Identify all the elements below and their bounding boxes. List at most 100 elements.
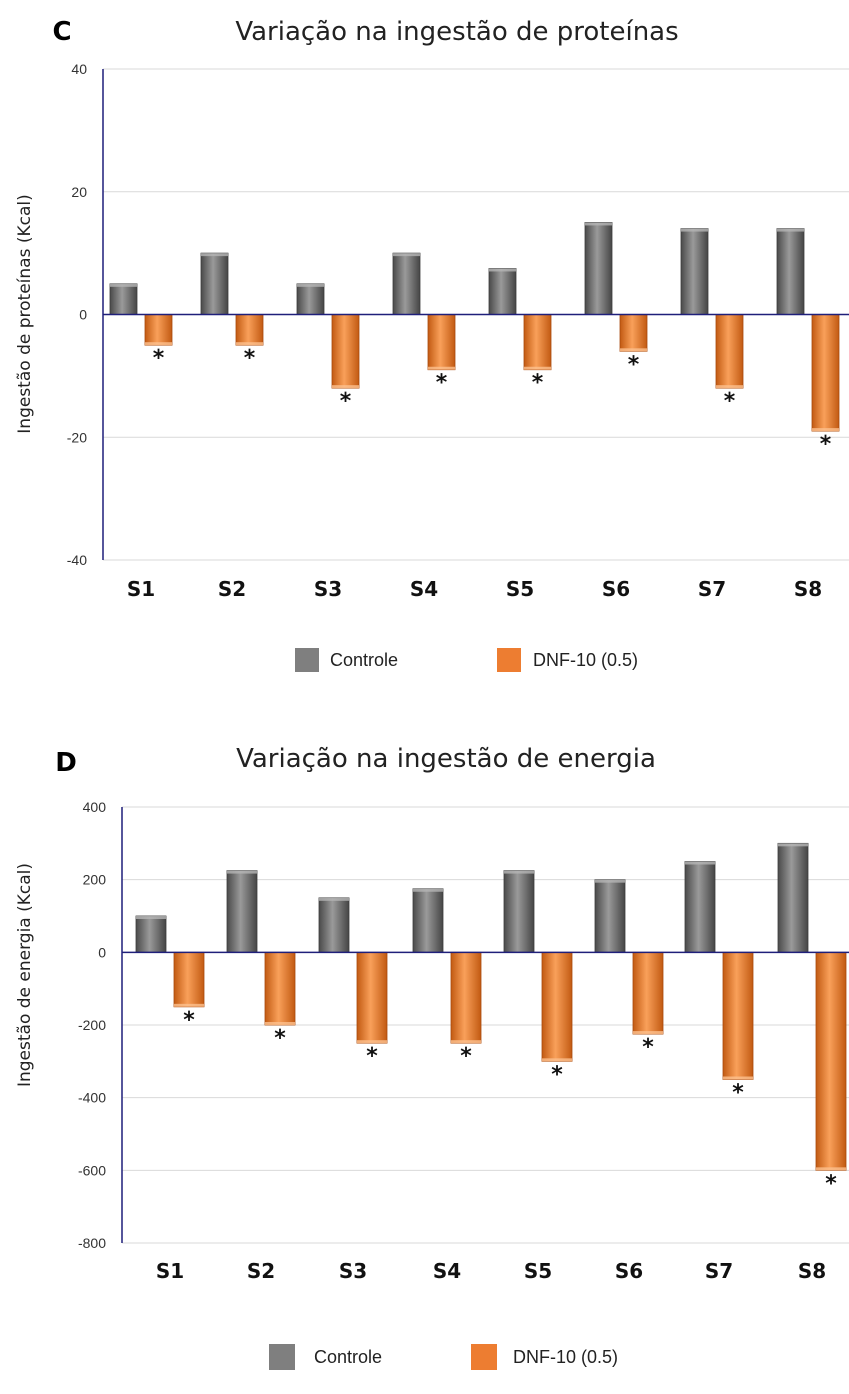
legend-label: DNF-10 (0.5) bbox=[513, 1347, 618, 1367]
bar-cap bbox=[110, 283, 137, 287]
x-tick-label: S6 bbox=[602, 577, 630, 601]
bar-cap bbox=[201, 253, 228, 257]
y-axis-label: Ingestão de proteínas (Kcal) bbox=[15, 194, 35, 433]
x-tick-label: S4 bbox=[433, 1259, 461, 1283]
bar-cap bbox=[716, 385, 743, 389]
x-tick-label: S1 bbox=[127, 577, 155, 601]
significance-marker: * bbox=[436, 371, 448, 396]
significance-marker: * bbox=[460, 1044, 472, 1069]
bar-controle bbox=[135, 915, 167, 953]
bar-cap bbox=[595, 879, 625, 883]
legend-swatch bbox=[269, 1344, 295, 1370]
significance-marker: * bbox=[183, 1008, 195, 1033]
bar-dnf10 bbox=[722, 951, 754, 1080]
significance-marker: * bbox=[532, 371, 544, 396]
bar-dnf10 bbox=[815, 951, 847, 1171]
y-tick-label: 20 bbox=[71, 184, 87, 200]
bar-dnf10 bbox=[450, 951, 482, 1044]
significance-marker: * bbox=[628, 352, 640, 377]
legend-label: DNF-10 (0.5) bbox=[533, 650, 638, 670]
bar-controle bbox=[488, 268, 517, 315]
legend-label: Controle bbox=[330, 650, 398, 670]
bar-controle bbox=[777, 842, 809, 953]
bar-controle bbox=[503, 870, 535, 953]
x-tick-label: S6 bbox=[615, 1259, 643, 1283]
bar-dnf10 bbox=[235, 314, 264, 346]
x-tick-label: S2 bbox=[218, 577, 246, 601]
bar-cap bbox=[357, 1040, 387, 1044]
bar-cap bbox=[236, 342, 263, 346]
bar-cap bbox=[723, 1076, 753, 1080]
bar-cap bbox=[524, 366, 551, 370]
bar-dnf10 bbox=[264, 951, 296, 1026]
bar-cap bbox=[777, 228, 804, 232]
bar-controle bbox=[680, 228, 709, 315]
panel-letter: C bbox=[52, 17, 71, 47]
bar-controle bbox=[226, 870, 258, 953]
bar-controle bbox=[296, 283, 325, 315]
bar-cap bbox=[136, 916, 166, 919]
bar-cap bbox=[332, 385, 359, 389]
bar-dnf10 bbox=[811, 314, 840, 432]
x-tick-label: S8 bbox=[798, 1259, 826, 1283]
bar-cap bbox=[319, 897, 349, 901]
significance-marker: * bbox=[551, 1062, 563, 1087]
y-tick-label: -20 bbox=[67, 429, 87, 445]
y-tick-label: -200 bbox=[78, 1017, 106, 1033]
bar-cap bbox=[585, 222, 612, 226]
y-tick-label: -400 bbox=[78, 1090, 106, 1106]
bar-cap bbox=[542, 1058, 572, 1062]
bar-cap bbox=[489, 268, 516, 272]
bar-dnf10 bbox=[173, 951, 205, 1008]
bar-controle bbox=[200, 252, 229, 315]
bar-cap bbox=[393, 253, 420, 257]
bar-dnf10 bbox=[356, 951, 388, 1044]
bar-controle bbox=[594, 879, 626, 953]
bar-cap bbox=[145, 342, 172, 346]
y-tick-label: 40 bbox=[71, 61, 87, 77]
significance-marker: * bbox=[642, 1035, 654, 1060]
bar-cap bbox=[812, 428, 839, 432]
bar-cap bbox=[633, 1031, 663, 1035]
bar-cap bbox=[297, 283, 324, 287]
x-tick-label: S5 bbox=[506, 577, 534, 601]
x-tick-label: S1 bbox=[156, 1259, 184, 1283]
bar-dnf10 bbox=[523, 314, 552, 371]
y-tick-label: 0 bbox=[98, 944, 106, 960]
bar-controle bbox=[412, 888, 444, 953]
x-tick-label: S3 bbox=[339, 1259, 367, 1283]
bar-cap bbox=[816, 1167, 846, 1171]
bar-cap bbox=[413, 888, 443, 892]
chart-title: Variação na ingestão de proteínas bbox=[235, 17, 678, 47]
bar-cap bbox=[265, 1022, 295, 1025]
legend: Controle DNF-10 (0.5) bbox=[269, 1344, 618, 1370]
y-tick-label: 200 bbox=[83, 872, 107, 888]
significance-marker: * bbox=[732, 1081, 744, 1106]
bar-controle bbox=[109, 283, 138, 315]
chart-title: Variação na ingestão de energia bbox=[236, 744, 656, 774]
y-tick-label: 400 bbox=[83, 799, 107, 815]
y-axis-label: Ingestão de energia (Kcal) bbox=[15, 863, 35, 1087]
significance-marker: * bbox=[724, 389, 736, 414]
x-tick-label: S2 bbox=[247, 1259, 275, 1283]
x-tick-label: S4 bbox=[410, 577, 438, 601]
protein-intake-chart: C Variação na ingestão de proteínas -40 -20… bbox=[15, 17, 849, 672]
x-tick-label: S7 bbox=[705, 1259, 733, 1283]
legend-swatch bbox=[471, 1344, 497, 1370]
bar-controle bbox=[776, 228, 805, 315]
bar-cap bbox=[428, 366, 455, 370]
significance-marker: * bbox=[825, 1171, 837, 1196]
bar-cap bbox=[227, 870, 257, 874]
bar-cap bbox=[681, 228, 708, 232]
bar-cap bbox=[504, 870, 534, 874]
bar-cap bbox=[685, 861, 715, 865]
x-tick-label: S7 bbox=[698, 577, 726, 601]
bar-controle bbox=[684, 861, 716, 953]
bar-dnf10 bbox=[541, 951, 573, 1062]
bar-dnf10 bbox=[632, 951, 664, 1035]
y-tick-label: -800 bbox=[78, 1235, 106, 1251]
legend-label: Controle bbox=[314, 1347, 382, 1367]
panel-letter: D bbox=[55, 748, 77, 778]
legend: Controle DNF-10 (0.5) bbox=[295, 648, 638, 672]
